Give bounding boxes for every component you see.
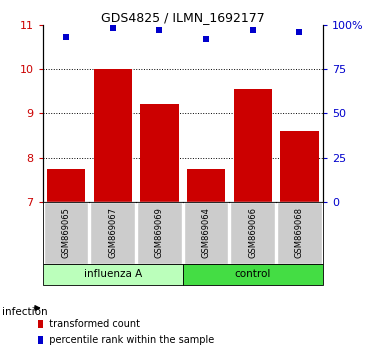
- Text: GSM869069: GSM869069: [155, 207, 164, 258]
- Text: transformed count: transformed count: [43, 319, 139, 329]
- Bar: [187, 169, 225, 202]
- FancyBboxPatch shape: [90, 202, 135, 264]
- Title: GDS4825 / ILMN_1692177: GDS4825 / ILMN_1692177: [101, 11, 265, 24]
- Point: [203, 36, 209, 42]
- Bar: [93, 69, 132, 202]
- FancyBboxPatch shape: [137, 202, 182, 264]
- Bar: [140, 104, 178, 202]
- Point: [157, 27, 162, 33]
- Point: [250, 27, 256, 33]
- Text: GSM869066: GSM869066: [248, 207, 257, 258]
- Point: [110, 25, 116, 31]
- FancyBboxPatch shape: [43, 264, 183, 285]
- FancyBboxPatch shape: [184, 202, 229, 264]
- Bar: [234, 89, 272, 202]
- FancyBboxPatch shape: [230, 202, 275, 264]
- Bar: [280, 131, 319, 202]
- Text: percentile rank within the sample: percentile rank within the sample: [43, 335, 214, 345]
- Text: infection: infection: [2, 307, 47, 317]
- Text: GSM869067: GSM869067: [108, 207, 117, 258]
- Point: [63, 34, 69, 40]
- Bar: [47, 169, 85, 202]
- Text: GSM869065: GSM869065: [62, 207, 70, 258]
- FancyBboxPatch shape: [183, 264, 323, 285]
- Text: control: control: [234, 269, 271, 279]
- FancyBboxPatch shape: [44, 202, 88, 264]
- Text: influenza A: influenza A: [83, 269, 142, 279]
- Point: [296, 29, 302, 35]
- Text: GSM869064: GSM869064: [201, 207, 211, 258]
- FancyBboxPatch shape: [277, 202, 322, 264]
- Text: GSM869068: GSM869068: [295, 207, 304, 258]
